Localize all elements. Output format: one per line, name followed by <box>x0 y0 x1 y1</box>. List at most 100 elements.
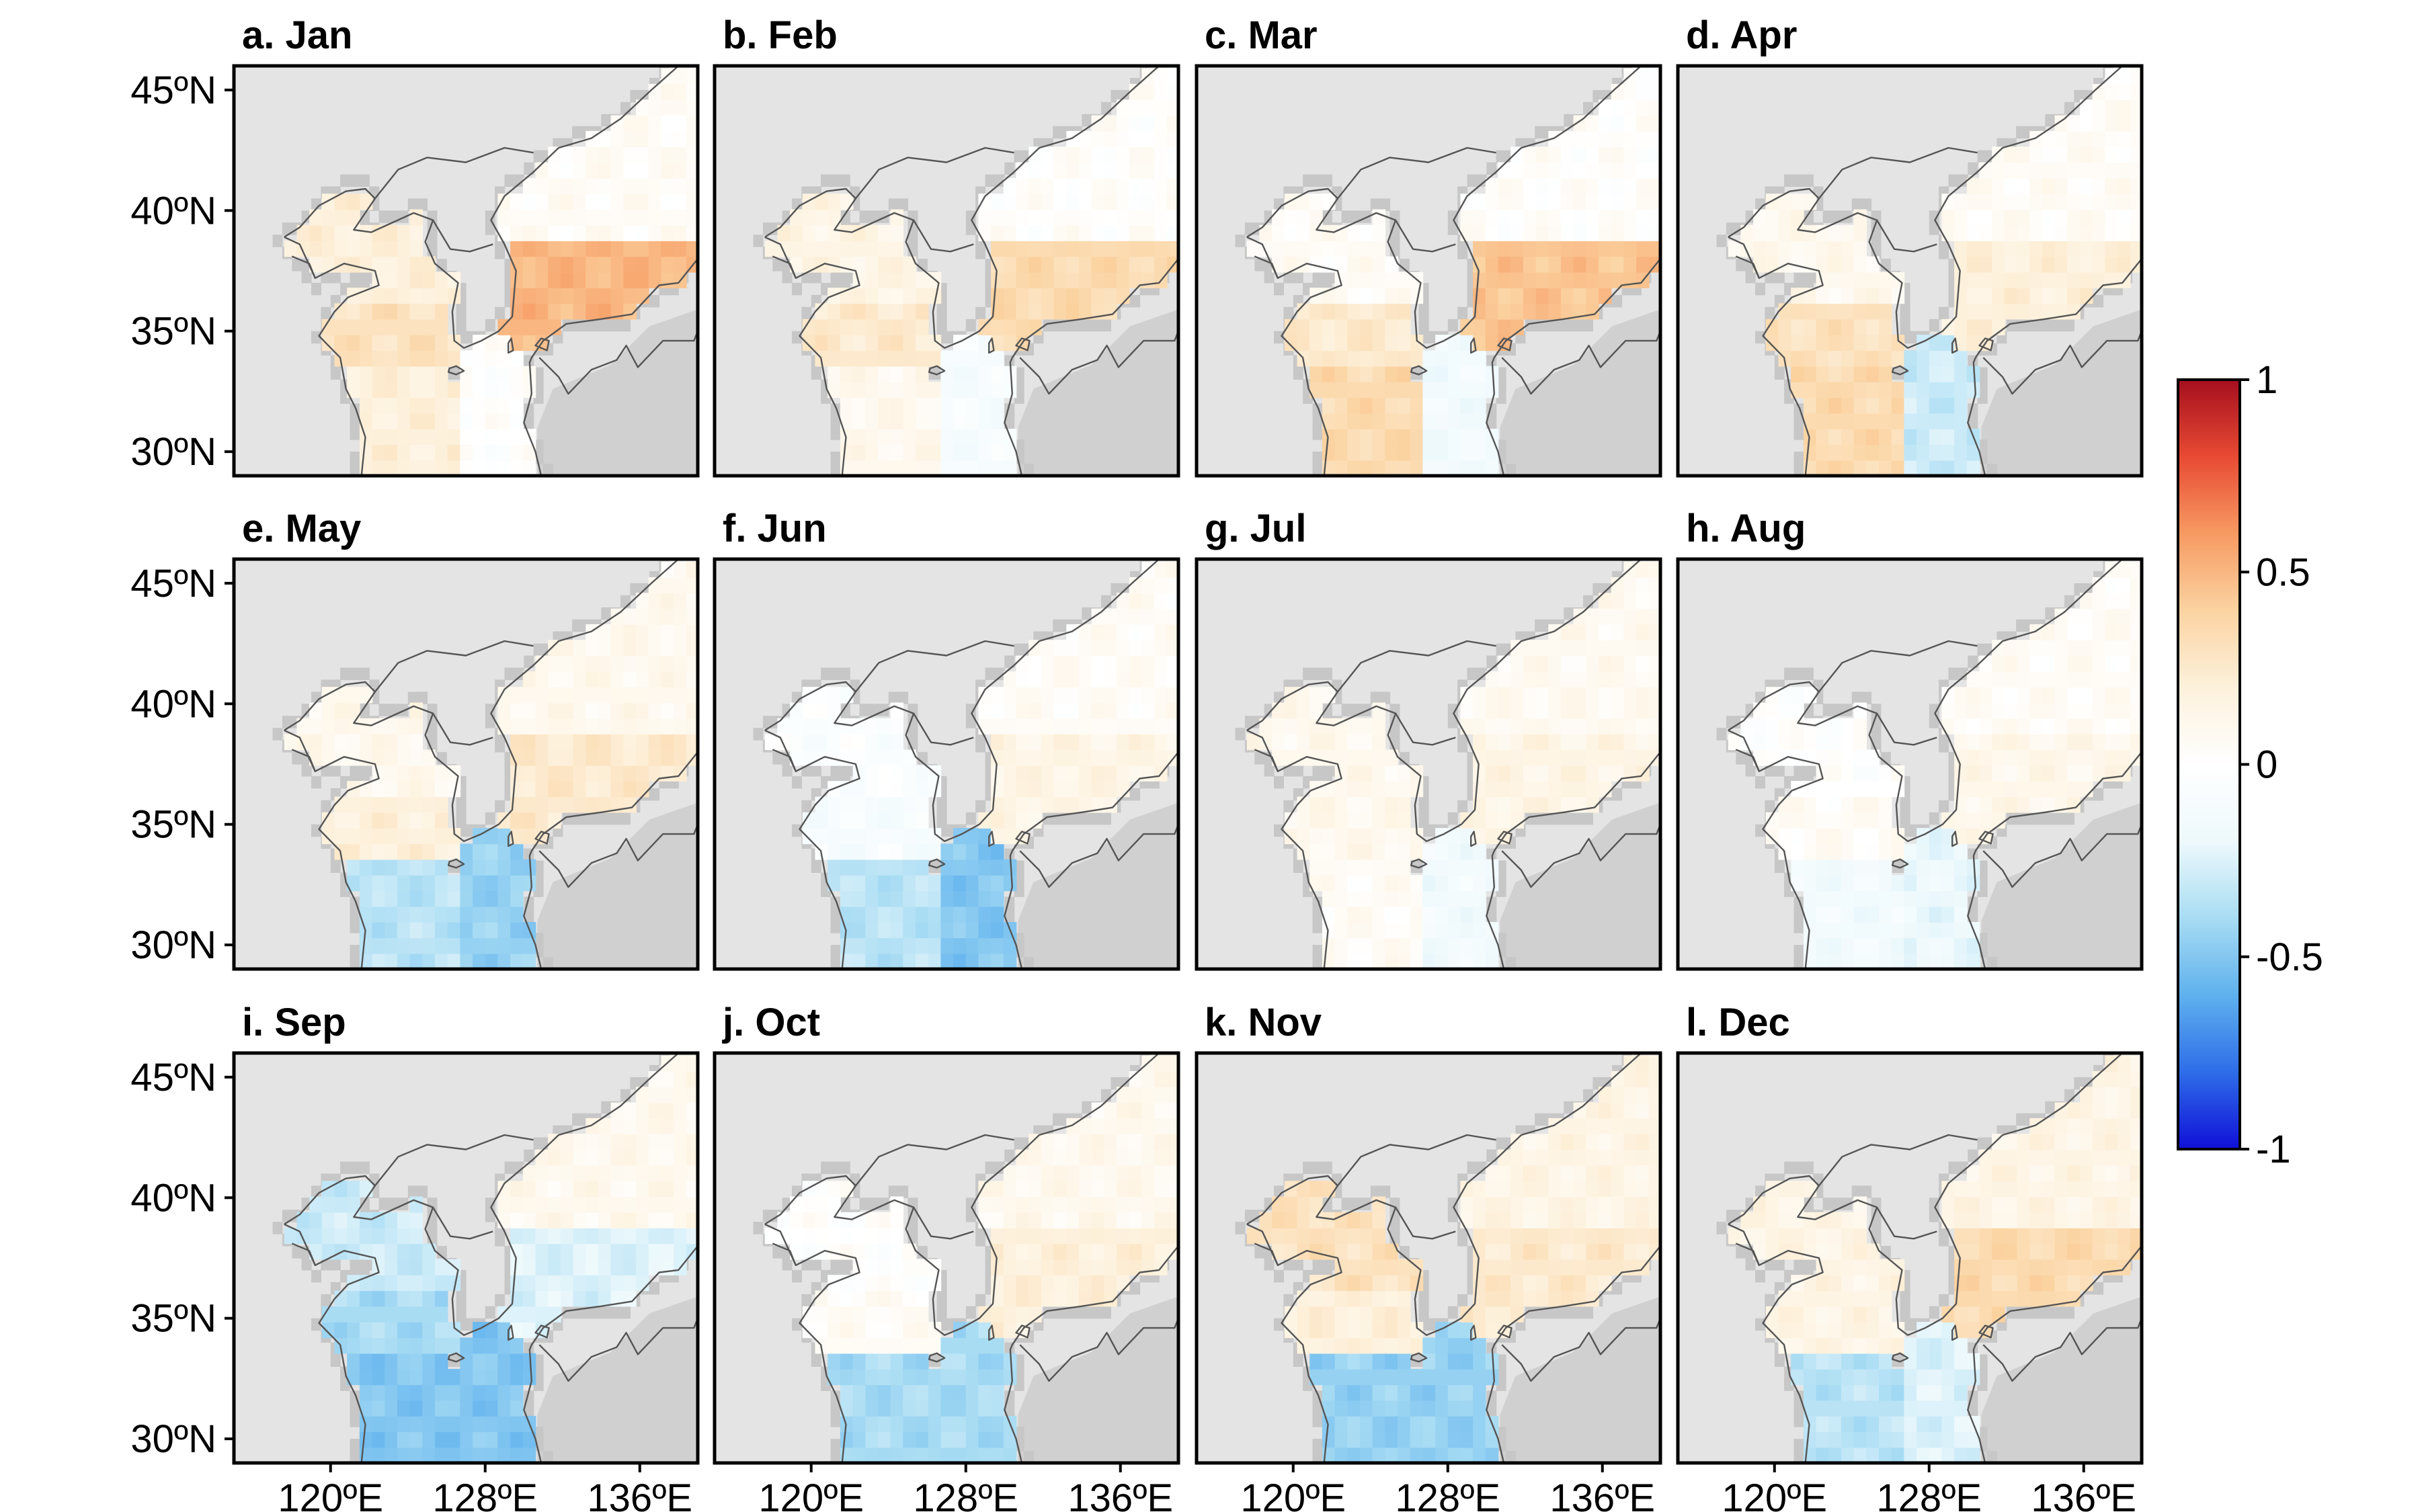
grid-cell <box>891 937 904 954</box>
grid-cell <box>2118 750 2131 766</box>
grid-cell <box>1967 687 1980 703</box>
grid-cell <box>1373 257 1386 273</box>
grid-cell <box>598 1134 612 1150</box>
grid-cell <box>840 225 854 241</box>
grid-cell <box>360 812 373 829</box>
grid-cell <box>1967 241 1980 257</box>
grid-cell <box>372 319 386 335</box>
grid-cell <box>636 1275 649 1291</box>
grid-cell <box>397 1431 411 1447</box>
grid-cell <box>636 640 649 656</box>
grid-cell <box>966 1416 979 1432</box>
grid-cell <box>548 1275 561 1291</box>
grid-cell <box>966 1353 979 1370</box>
grid-cell <box>853 828 866 844</box>
grid-cell <box>1054 1150 1067 1166</box>
grid-cell <box>1498 812 1512 829</box>
grid-cell <box>1041 1212 1055 1228</box>
grid-cell <box>1967 954 1980 970</box>
grid-cell <box>1004 194 1017 210</box>
grid-cell <box>1079 163 1092 179</box>
grid-cell <box>1028 687 1042 703</box>
grid-cell <box>1866 937 1880 954</box>
grid-cell <box>473 382 486 398</box>
grid-cell <box>1498 1290 1512 1306</box>
grid-cell <box>1473 734 1486 750</box>
grid-cell <box>573 1134 587 1150</box>
grid-cell <box>1967 225 1980 241</box>
grid-cell <box>1586 765 1599 782</box>
grid-cell <box>548 687 561 703</box>
grid-cell <box>1779 1212 1792 1228</box>
grid-cell <box>561 1165 574 1181</box>
grid-cell <box>422 890 436 907</box>
grid-cell <box>2042 272 2056 288</box>
grid-cell <box>891 750 904 766</box>
grid-cell <box>2118 225 2131 241</box>
grid-cell <box>1309 350 1323 366</box>
grid-cell <box>1804 1416 1817 1432</box>
grid-cell <box>2067 1244 2081 1260</box>
grid-cell <box>1385 1337 1398 1353</box>
grid-cell <box>1309 1322 1323 1338</box>
grid-cell <box>2055 257 2068 273</box>
grid-cell <box>661 225 674 241</box>
grid-cell <box>322 687 335 703</box>
grid-cell <box>548 257 561 273</box>
grid-cell <box>1636 640 1650 656</box>
grid-cell <box>2005 194 2018 210</box>
grid-cell <box>1129 1181 1143 1197</box>
grid-cell <box>1041 734 1055 750</box>
grid-cell <box>803 257 816 273</box>
grid-cell <box>1929 907 1943 923</box>
grid-cell <box>1460 1400 1474 1417</box>
grid-cell <box>940 843 954 859</box>
grid-cell <box>1129 257 1143 273</box>
grid-cell <box>2093 1212 2106 1228</box>
grid-cell <box>2118 1212 2131 1228</box>
grid-cell <box>1360 1244 1373 1260</box>
grid-cell <box>1879 907 1892 923</box>
grid-cell <box>448 843 461 859</box>
grid-cell <box>422 781 436 797</box>
grid-cell <box>523 796 536 812</box>
grid-cell <box>1092 225 1105 241</box>
grid-cell <box>1623 84 1637 100</box>
grid-cell <box>1117 1103 1130 1119</box>
grid-cell <box>865 812 879 829</box>
grid-cell <box>916 765 929 782</box>
grid-cell <box>1104 781 1117 797</box>
grid-cell <box>2029 1150 2043 1166</box>
grid-cell <box>878 1384 891 1400</box>
grid-cell <box>561 1244 574 1260</box>
grid-cell <box>385 1369 398 1385</box>
grid-cell <box>1879 954 1892 970</box>
grid-cell <box>1510 1290 1524 1306</box>
grid-cell <box>1636 1150 1650 1166</box>
grid-cell <box>385 781 398 797</box>
grid-cell <box>1816 413 1830 429</box>
grid-cell <box>674 257 687 273</box>
grid-cell <box>1536 178 1549 194</box>
grid-cell <box>1586 1134 1599 1150</box>
grid-cell <box>1360 1290 1373 1306</box>
grid-cell <box>1586 640 1599 656</box>
grid-cell <box>1561 671 1574 687</box>
grid-cell <box>1828 922 1842 938</box>
grid-cell <box>1141 1197 1155 1213</box>
grid-cell <box>878 429 891 445</box>
grid-cell <box>1141 178 1155 194</box>
grid-cell <box>360 194 373 210</box>
grid-cell <box>1561 1181 1574 1197</box>
grid-cell <box>2067 609 2081 625</box>
grid-cell <box>1460 1197 1474 1213</box>
grid-cell <box>1398 907 1411 923</box>
grid-cell <box>1004 335 1017 351</box>
grid-cell <box>397 460 411 476</box>
grid-cell <box>1460 859 1474 876</box>
grid-cell <box>1636 1244 1650 1260</box>
grid-cell <box>497 875 511 891</box>
grid-cell <box>448 937 461 954</box>
grid-cell <box>1854 1384 1867 1400</box>
grid-cell <box>2118 640 2131 656</box>
